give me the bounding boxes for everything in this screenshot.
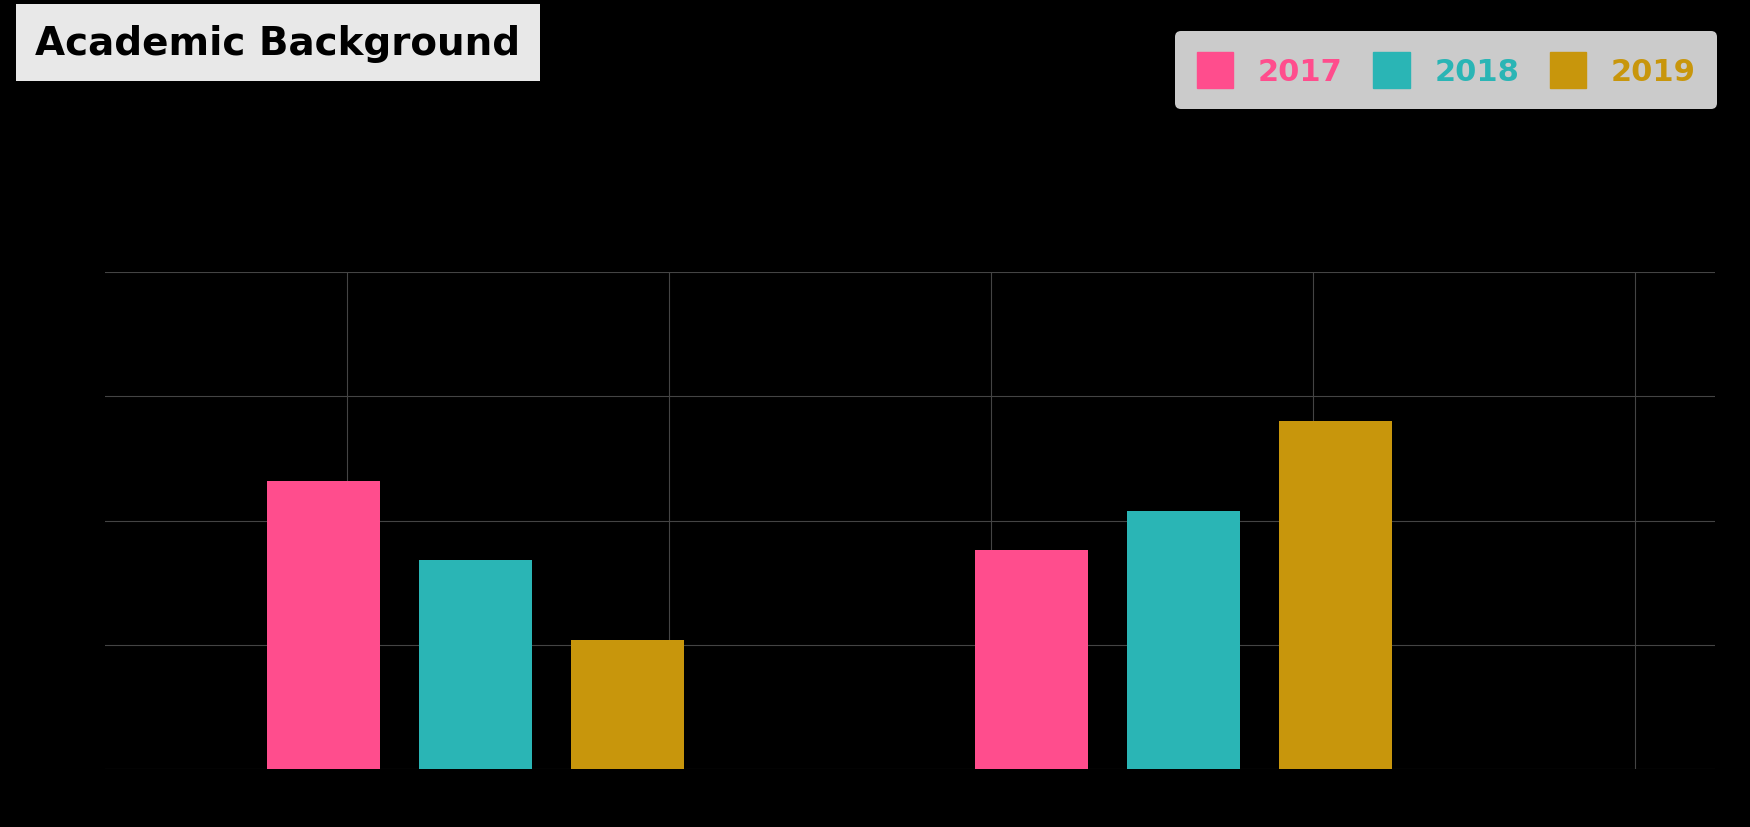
Bar — [570, 640, 684, 769]
Legend: 2017, 2018, 2019: 2017, 2018, 2019 — [1176, 31, 1717, 110]
Bar — [1279, 422, 1393, 769]
Bar — [266, 481, 380, 769]
Bar — [418, 561, 532, 769]
Text: Academic Background: Academic Background — [35, 25, 520, 63]
Bar — [975, 551, 1088, 769]
Bar — [1127, 511, 1241, 769]
